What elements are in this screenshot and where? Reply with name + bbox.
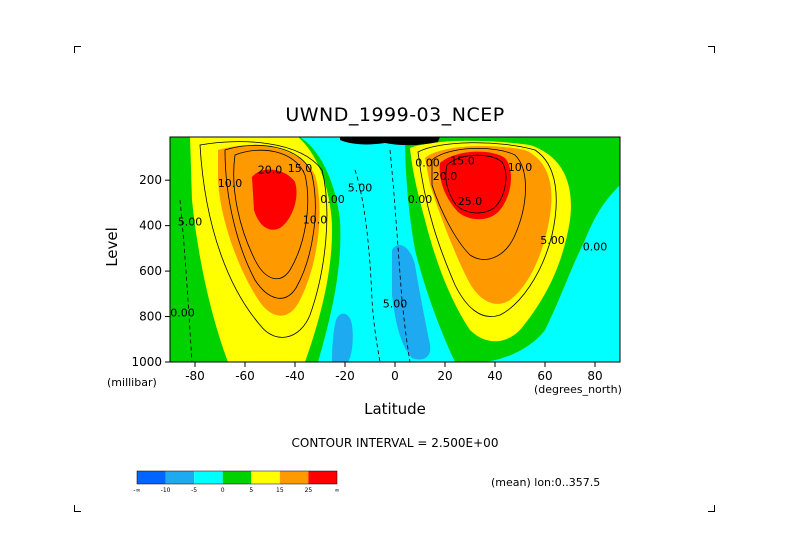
- upper-level-contour-bunch: [340, 137, 440, 146]
- chart-title: UWND_1999-03_NCEP: [285, 104, 505, 126]
- contour-label: 10.0: [303, 213, 328, 226]
- contour-label: 5.00: [383, 297, 408, 310]
- contour-plot-area: [170, 137, 620, 362]
- mean-longitude-label: (mean) lon:0..357.5: [491, 476, 601, 489]
- sh-jet-red: [252, 169, 297, 230]
- x-tick-label: 40: [487, 369, 502, 383]
- colorbar-swatch: [279, 471, 309, 484]
- x-axis-ticks: -80 -60 -40 -20 0 20 40 60 80: [185, 362, 603, 383]
- contour-label: 0.00: [408, 193, 433, 206]
- colorbar-swatch: [165, 471, 195, 484]
- x-tick-label: 80: [587, 369, 602, 383]
- x-axis-title: Latitude: [364, 400, 426, 418]
- corner-mark-top-left: [74, 46, 81, 53]
- contour-label: 10.0: [218, 177, 243, 190]
- y-tick-label: 600: [139, 264, 162, 278]
- contour-lines: [199, 141, 557, 338]
- y-tick-label: 400: [139, 219, 162, 233]
- contour-label: 0.00: [170, 307, 195, 320]
- x-tick-label: -80: [185, 369, 205, 383]
- colorbar-label: ∞: [335, 487, 340, 494]
- contour-label: 20.0: [433, 170, 458, 183]
- colorbar-swatch: [308, 471, 337, 484]
- colorbar-swatch: [251, 471, 280, 484]
- colorbar-label: -∞: [133, 487, 140, 494]
- y-tick-label: 200: [139, 173, 162, 187]
- contour-label: 15.0: [288, 162, 313, 175]
- corner-mark-bottom-left: [74, 505, 81, 512]
- colorbar-label: 5: [249, 487, 253, 494]
- x-tick-label: 20: [437, 369, 452, 383]
- contour-interval-label: CONTOUR INTERVAL = 2.500E+00: [291, 436, 499, 450]
- colorbar-swatch: [137, 471, 166, 484]
- colorbar-swatch: [222, 471, 252, 484]
- contour-label: 15.0: [450, 154, 475, 167]
- x-tick-label: 60: [537, 369, 552, 383]
- colorbar-label: -10: [161, 487, 171, 494]
- negative-contour-lines: [179, 149, 411, 362]
- y-tick-label: 800: [139, 310, 162, 324]
- colorbar-label: -5: [191, 487, 197, 494]
- colorbar-label: 15: [276, 487, 284, 494]
- corner-mark-bottom-right: [708, 505, 715, 512]
- colorbar: -∞ -10 -5 0 5 15 25 ∞: [133, 470, 340, 494]
- x-tick-label: -60: [235, 369, 255, 383]
- contour-label: 5.00: [348, 182, 373, 195]
- contour-label: 0.00: [415, 157, 440, 170]
- x-tick-label: 0: [391, 369, 399, 383]
- contour-label: 20.0: [258, 163, 283, 176]
- tropical-easterly-pocket-2: [332, 313, 353, 362]
- y-tick-label: 1000: [131, 355, 162, 369]
- x-tick-label: -20: [335, 369, 355, 383]
- contour-label: 10.0: [508, 161, 533, 174]
- contour-labels: 20.0 15.010.05.000.0010.00.005.005.000.00…: [170, 154, 607, 319]
- tropical-easterly-pocket-1: [392, 245, 431, 360]
- x-tick-label: -40: [285, 369, 305, 383]
- contour-label: 5.00: [540, 234, 565, 247]
- y-axis-ticks: 200 400 600 800 1000: [131, 173, 170, 369]
- contour-label: 0.00: [583, 241, 608, 254]
- y-axis-unit: (millibar): [107, 376, 157, 389]
- corner-mark-top-right: [708, 46, 715, 53]
- colorbar-swatch: [194, 471, 223, 484]
- nh-jet-red: [439, 151, 512, 220]
- contour-label: 0.00: [320, 193, 345, 206]
- colorbar-label: 25: [305, 487, 313, 494]
- contour-label: 25.0: [458, 195, 483, 208]
- contour-label: 5.00: [178, 216, 203, 229]
- colorbar-frame: [136, 470, 338, 485]
- colorbar-label: 0: [221, 487, 225, 494]
- x-axis-unit: (degrees_north): [534, 383, 622, 396]
